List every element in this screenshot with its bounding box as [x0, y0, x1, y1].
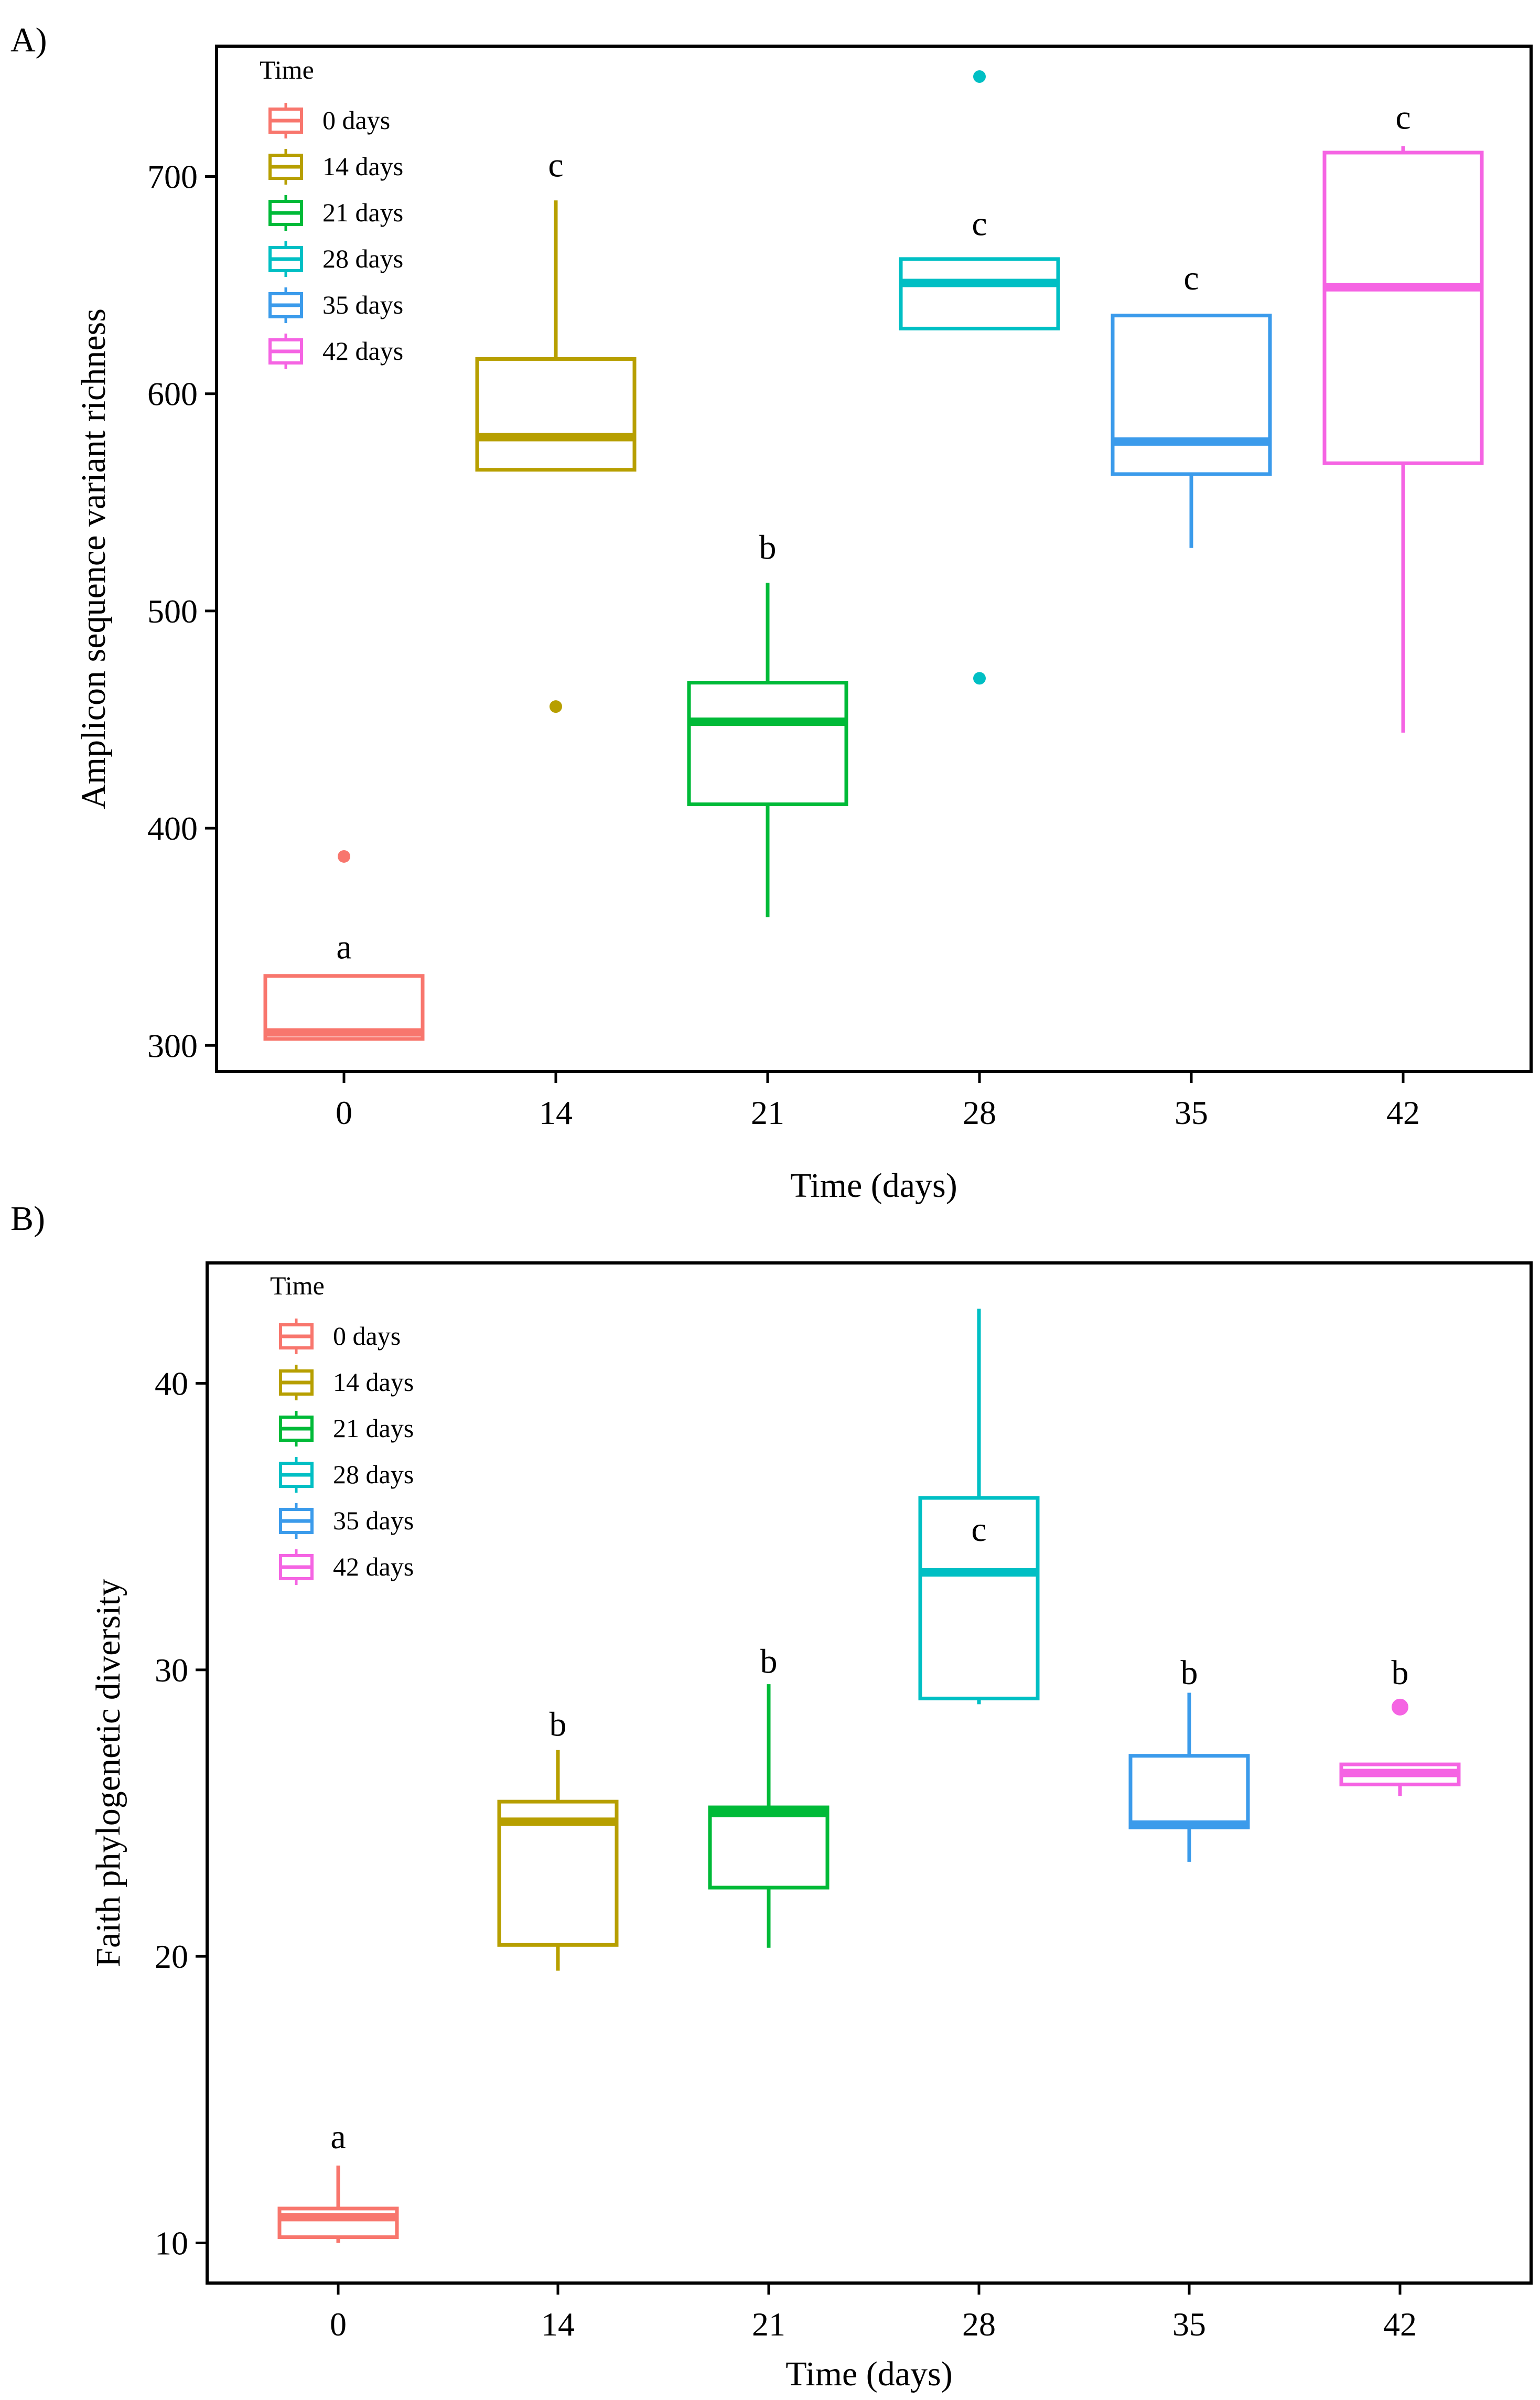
x-tick-label: 42: [1386, 1094, 1420, 1131]
box-group-0: 0a: [263, 850, 425, 1131]
box-group-42: 42 b: [1339, 1654, 1461, 2343]
legend-label: 28 days: [333, 1460, 414, 1489]
iqr-box: [708, 1805, 830, 1890]
legend-key: [279, 1365, 314, 1400]
legend-key: [279, 1319, 314, 1354]
significance-letter: b: [1392, 1654, 1409, 1692]
iqr-box: [1111, 314, 1272, 476]
x-tick-label: 14: [541, 2306, 575, 2343]
legend-title: Time: [260, 55, 314, 84]
significance-letter: b: [550, 1705, 567, 1743]
significance-letter: a: [330, 2118, 346, 2156]
box-group-14: 14 c: [475, 146, 637, 1131]
plot-frame: [206, 1261, 1533, 2285]
x-tick-label: 21: [752, 2306, 785, 2343]
legend-key: [268, 287, 303, 323]
legend-label: 42 days: [333, 1552, 414, 1581]
legend-label: 35 days: [333, 1506, 414, 1535]
iqr-box: [277, 2206, 399, 2240]
significance-letter: c: [548, 146, 563, 185]
legend-label: 42 days: [322, 336, 403, 366]
legend-label: 35 days: [322, 290, 403, 319]
legend-label: 14 days: [322, 152, 403, 181]
legend-key: [279, 1411, 314, 1447]
panel-label: B): [10, 1199, 45, 1238]
legend-label: 14 days: [333, 1367, 414, 1397]
box-group-21: 21 b: [708, 1642, 830, 2343]
legend-key: [268, 103, 303, 138]
box-group-28: 28 c: [918, 1309, 1040, 2343]
y-tick-label: 40: [155, 1365, 188, 1402]
iqr-box: [899, 257, 1060, 330]
legend: Time 0 days 14 days 21 days 28 days 35 days 42…: [270, 1271, 414, 1585]
legend-label: 0 days: [333, 1321, 401, 1351]
significance-letter: c: [972, 205, 987, 243]
legend-key: [279, 1549, 314, 1585]
legend-label: 21 days: [333, 1413, 414, 1443]
legend-key: [268, 149, 303, 185]
y-tick-label: 300: [147, 1027, 198, 1064]
x-tick-label: 42: [1383, 2306, 1417, 2343]
significance-letter: b: [1181, 1654, 1198, 1692]
box-group-35: 35 c: [1111, 259, 1272, 1131]
panel-label: A): [10, 21, 47, 59]
plot-frame: [215, 45, 1533, 1073]
significance-letter: c: [1183, 259, 1199, 297]
y-tick-label: 20: [155, 1938, 188, 1975]
x-tick-label: 14: [539, 1094, 573, 1131]
box-group-14: 14 b: [497, 1705, 619, 2343]
x-tick-label: 28: [963, 1094, 996, 1131]
legend-title: Time: [270, 1271, 325, 1300]
significance-letter: b: [760, 1642, 778, 1680]
iqr-box: [1128, 1754, 1250, 1829]
y-tick-label: 600: [147, 376, 198, 413]
legend: Time 0 days 14 days 21 days 28 days 35 days 42…: [260, 55, 403, 369]
y-tick-label: 700: [147, 158, 198, 196]
outlier-point: [973, 70, 986, 83]
y-tick-label: 400: [147, 810, 198, 847]
legend-label: 21 days: [322, 198, 403, 227]
y-tick-label: 500: [147, 593, 198, 630]
y-tick-label: 30: [155, 1652, 188, 1689]
outlier-point: [1392, 1698, 1408, 1716]
y-tick-label: 10: [155, 2225, 188, 2262]
iqr-box: [1322, 151, 1484, 465]
x-axis-title: Time (days): [785, 2355, 952, 2393]
box-group-0: 0a: [277, 2118, 399, 2343]
significance-letter: c: [971, 1510, 986, 1549]
outlier-point: [550, 700, 562, 713]
x-tick-label: 21: [751, 1094, 784, 1131]
box-group-28: 28 c: [899, 70, 1060, 1131]
iqr-box: [687, 681, 848, 807]
legend-key: [268, 334, 303, 369]
iqr-box: [918, 1496, 1040, 1700]
iqr-box: [475, 357, 637, 472]
significance-letter: c: [1395, 98, 1410, 136]
legend-label: 28 days: [322, 244, 403, 273]
box-group-42: 42 c: [1322, 98, 1484, 1131]
x-tick-label: 28: [962, 2306, 996, 2343]
outlier-point: [338, 850, 350, 863]
legend-key: [268, 195, 303, 231]
y-axis-title: Faith phylogenetic diversity: [89, 1579, 127, 1967]
y-axis-title: Amplicon sequence variant richness: [74, 308, 113, 809]
legend-key: [279, 1503, 314, 1539]
x-tick-label: 0: [336, 1094, 352, 1131]
outlier-point: [973, 672, 986, 685]
significance-letter: a: [336, 928, 351, 967]
x-tick-label: 0: [330, 2306, 347, 2343]
x-tick-label: 35: [1175, 1094, 1208, 1131]
legend-label: 0 days: [322, 105, 390, 135]
x-axis-title: Time (days): [790, 1166, 957, 1205]
x-tick-label: 35: [1172, 2306, 1206, 2343]
box-group-35: 35 b: [1128, 1654, 1250, 2343]
legend-key: [268, 241, 303, 277]
legend-key: [279, 1457, 314, 1493]
significance-letter: b: [759, 529, 777, 567]
box-group-21: 21 b: [687, 529, 848, 1131]
